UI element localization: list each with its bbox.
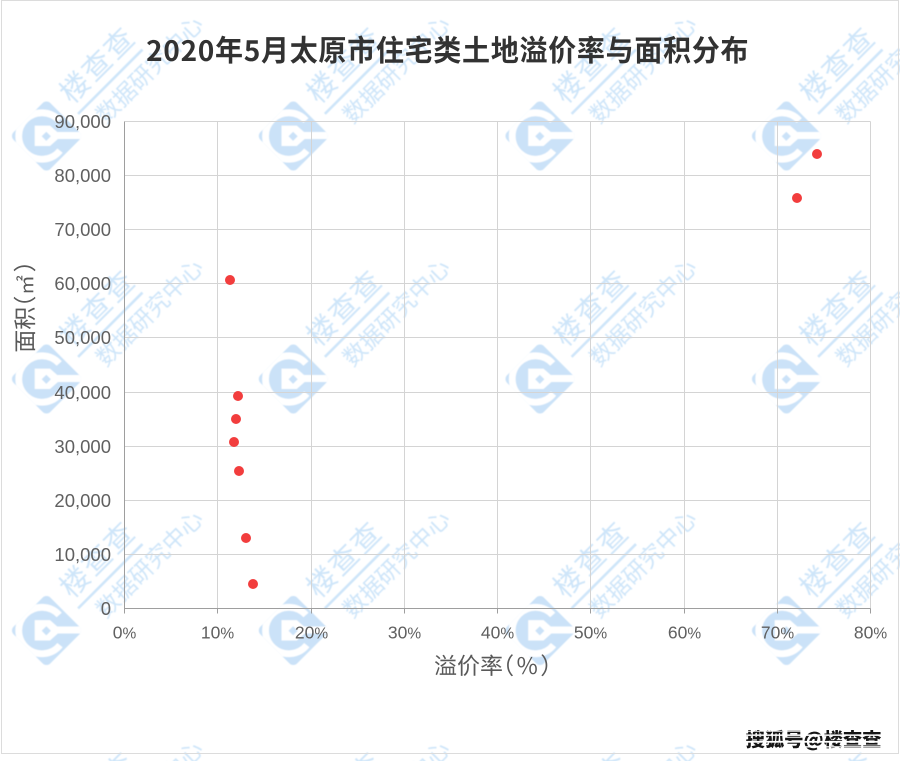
svg-text:80,000: 80,000	[54, 165, 111, 186]
svg-text:20%: 20%	[295, 623, 328, 643]
svg-text:0%: 0%	[113, 623, 137, 643]
svg-text:50,000: 50,000	[54, 327, 111, 348]
svg-text:30,000: 30,000	[54, 436, 111, 457]
svg-text:40%: 40%	[481, 623, 514, 643]
svg-text:30%: 30%	[388, 623, 421, 643]
svg-text:0: 0	[101, 598, 111, 619]
svg-text:70,000: 70,000	[54, 219, 111, 240]
svg-text:60%: 60%	[668, 623, 701, 643]
svg-text:50%: 50%	[574, 623, 607, 643]
svg-text:10%: 10%	[201, 623, 234, 643]
svg-text:40,000: 40,000	[54, 382, 111, 403]
svg-text:80%: 80%	[854, 623, 887, 643]
svg-text:10,000: 10,000	[54, 544, 111, 565]
svg-text:20,000: 20,000	[54, 490, 111, 511]
svg-text:90,000: 90,000	[54, 111, 111, 132]
svg-text:70%: 70%	[761, 623, 794, 643]
svg-text:60,000: 60,000	[54, 273, 111, 294]
